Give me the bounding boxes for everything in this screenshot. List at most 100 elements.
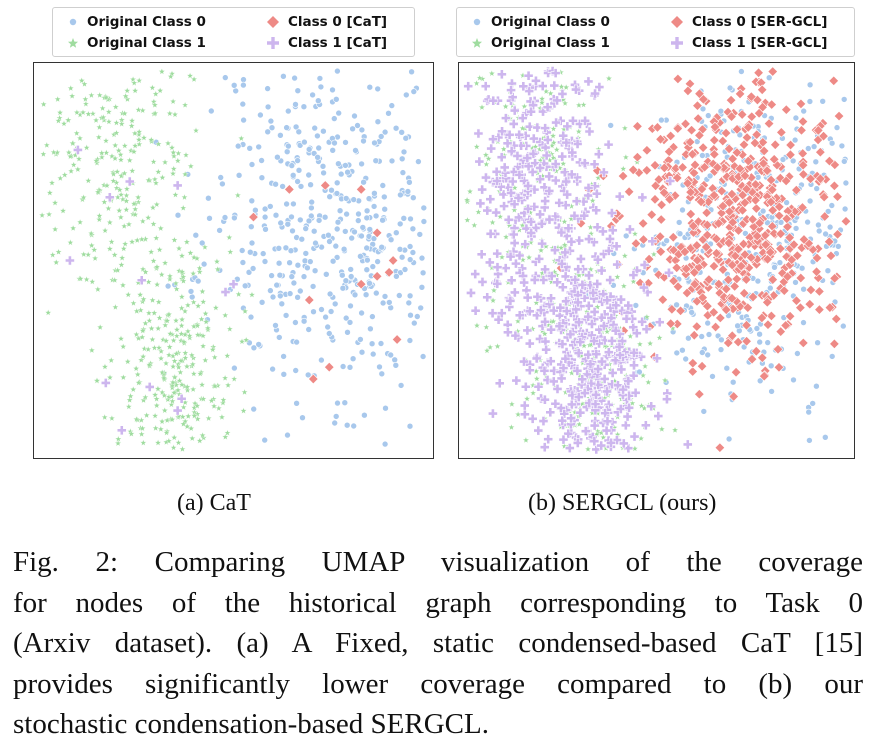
plus-point — [615, 350, 625, 360]
circle-point — [332, 95, 340, 103]
circle-point — [326, 193, 334, 200]
star-point — [184, 327, 192, 335]
plus-point — [541, 150, 552, 161]
circle-point — [396, 220, 404, 228]
star-point — [613, 273, 621, 281]
star-point — [130, 79, 138, 87]
star-point — [128, 117, 136, 124]
circle-point — [415, 158, 422, 165]
diamond-point — [741, 274, 752, 285]
circle-point — [363, 244, 371, 252]
circle-marker-icon — [69, 18, 77, 26]
diamond-point — [738, 288, 750, 299]
circle-point — [291, 74, 298, 82]
plus-point — [647, 236, 658, 247]
plus-point — [499, 162, 510, 173]
diamond-point — [750, 195, 761, 206]
circle-point — [679, 206, 686, 214]
star-point — [134, 193, 142, 201]
plus-point — [632, 265, 642, 276]
plus-point — [124, 176, 135, 187]
star-point — [122, 191, 131, 199]
diamond-point — [391, 334, 403, 345]
plus-point — [574, 235, 585, 246]
circle-point — [800, 285, 807, 293]
scatter-plot-cat — [33, 62, 434, 459]
star-point — [78, 76, 86, 84]
diamond-point — [733, 243, 744, 255]
circle-point — [740, 343, 748, 351]
plus-point — [537, 81, 548, 91]
plus-point — [583, 311, 594, 322]
diamond-point — [775, 326, 786, 337]
star-point — [532, 299, 540, 306]
plus-point — [517, 113, 528, 124]
plus-point — [589, 436, 600, 447]
star-point — [553, 271, 561, 279]
circle-point — [381, 293, 389, 300]
star-point — [131, 210, 139, 218]
diamond-point — [721, 304, 732, 315]
plus-point — [611, 241, 622, 252]
circle-point — [261, 436, 268, 444]
star-point — [131, 142, 139, 149]
plus-point — [544, 171, 555, 182]
diamond-point — [691, 240, 703, 251]
plus-point — [616, 364, 627, 375]
diamond-point — [687, 357, 699, 369]
circle-point — [840, 96, 848, 103]
diamond-point — [795, 302, 806, 313]
diamond-point — [711, 248, 722, 259]
star-point — [133, 236, 141, 244]
circle-point — [706, 172, 714, 180]
circle-point — [305, 146, 313, 153]
circle-point — [174, 211, 182, 219]
diamond-marker-icon — [267, 16, 279, 28]
plus-point — [484, 257, 495, 268]
star-point — [168, 415, 176, 423]
star-point — [553, 145, 561, 153]
plus-point — [589, 307, 600, 317]
star-point — [161, 158, 169, 166]
star-point — [105, 108, 113, 115]
circle-point — [334, 67, 341, 75]
diamond-point — [811, 252, 823, 264]
star-point — [157, 224, 165, 232]
plus-point — [550, 68, 561, 79]
plus-point — [554, 321, 565, 332]
circle-point — [399, 169, 407, 176]
plus-point — [546, 271, 557, 281]
star-point — [626, 332, 634, 340]
plus-point — [532, 291, 543, 302]
star-point — [221, 433, 229, 441]
star-point — [177, 357, 185, 364]
star-point — [170, 443, 178, 451]
star-point — [238, 337, 246, 345]
plus-point — [532, 122, 543, 133]
diamond-point — [371, 271, 383, 282]
plus-point — [476, 249, 487, 260]
circle-point — [673, 349, 681, 357]
caption-line: Fig. 2: Comparing UMAP visualization of … — [13, 546, 863, 578]
star-point — [575, 271, 583, 279]
star-point — [141, 393, 149, 401]
diamond-point — [284, 184, 295, 195]
star-point — [69, 139, 77, 147]
star-point — [190, 412, 198, 419]
circle-point — [320, 127, 327, 135]
circle-point — [292, 101, 299, 108]
star-point — [178, 293, 186, 300]
star-point — [115, 206, 123, 214]
star-point — [159, 335, 167, 343]
star-point — [119, 195, 127, 203]
star-point — [169, 378, 177, 386]
plus-point — [506, 85, 516, 96]
star-point — [199, 342, 207, 350]
plus-point — [519, 400, 530, 411]
plus-point — [623, 376, 634, 386]
star-point — [140, 295, 148, 303]
diamond-point — [798, 234, 810, 245]
circle-point — [366, 226, 374, 233]
star-point — [102, 149, 110, 156]
star-point — [196, 370, 204, 377]
